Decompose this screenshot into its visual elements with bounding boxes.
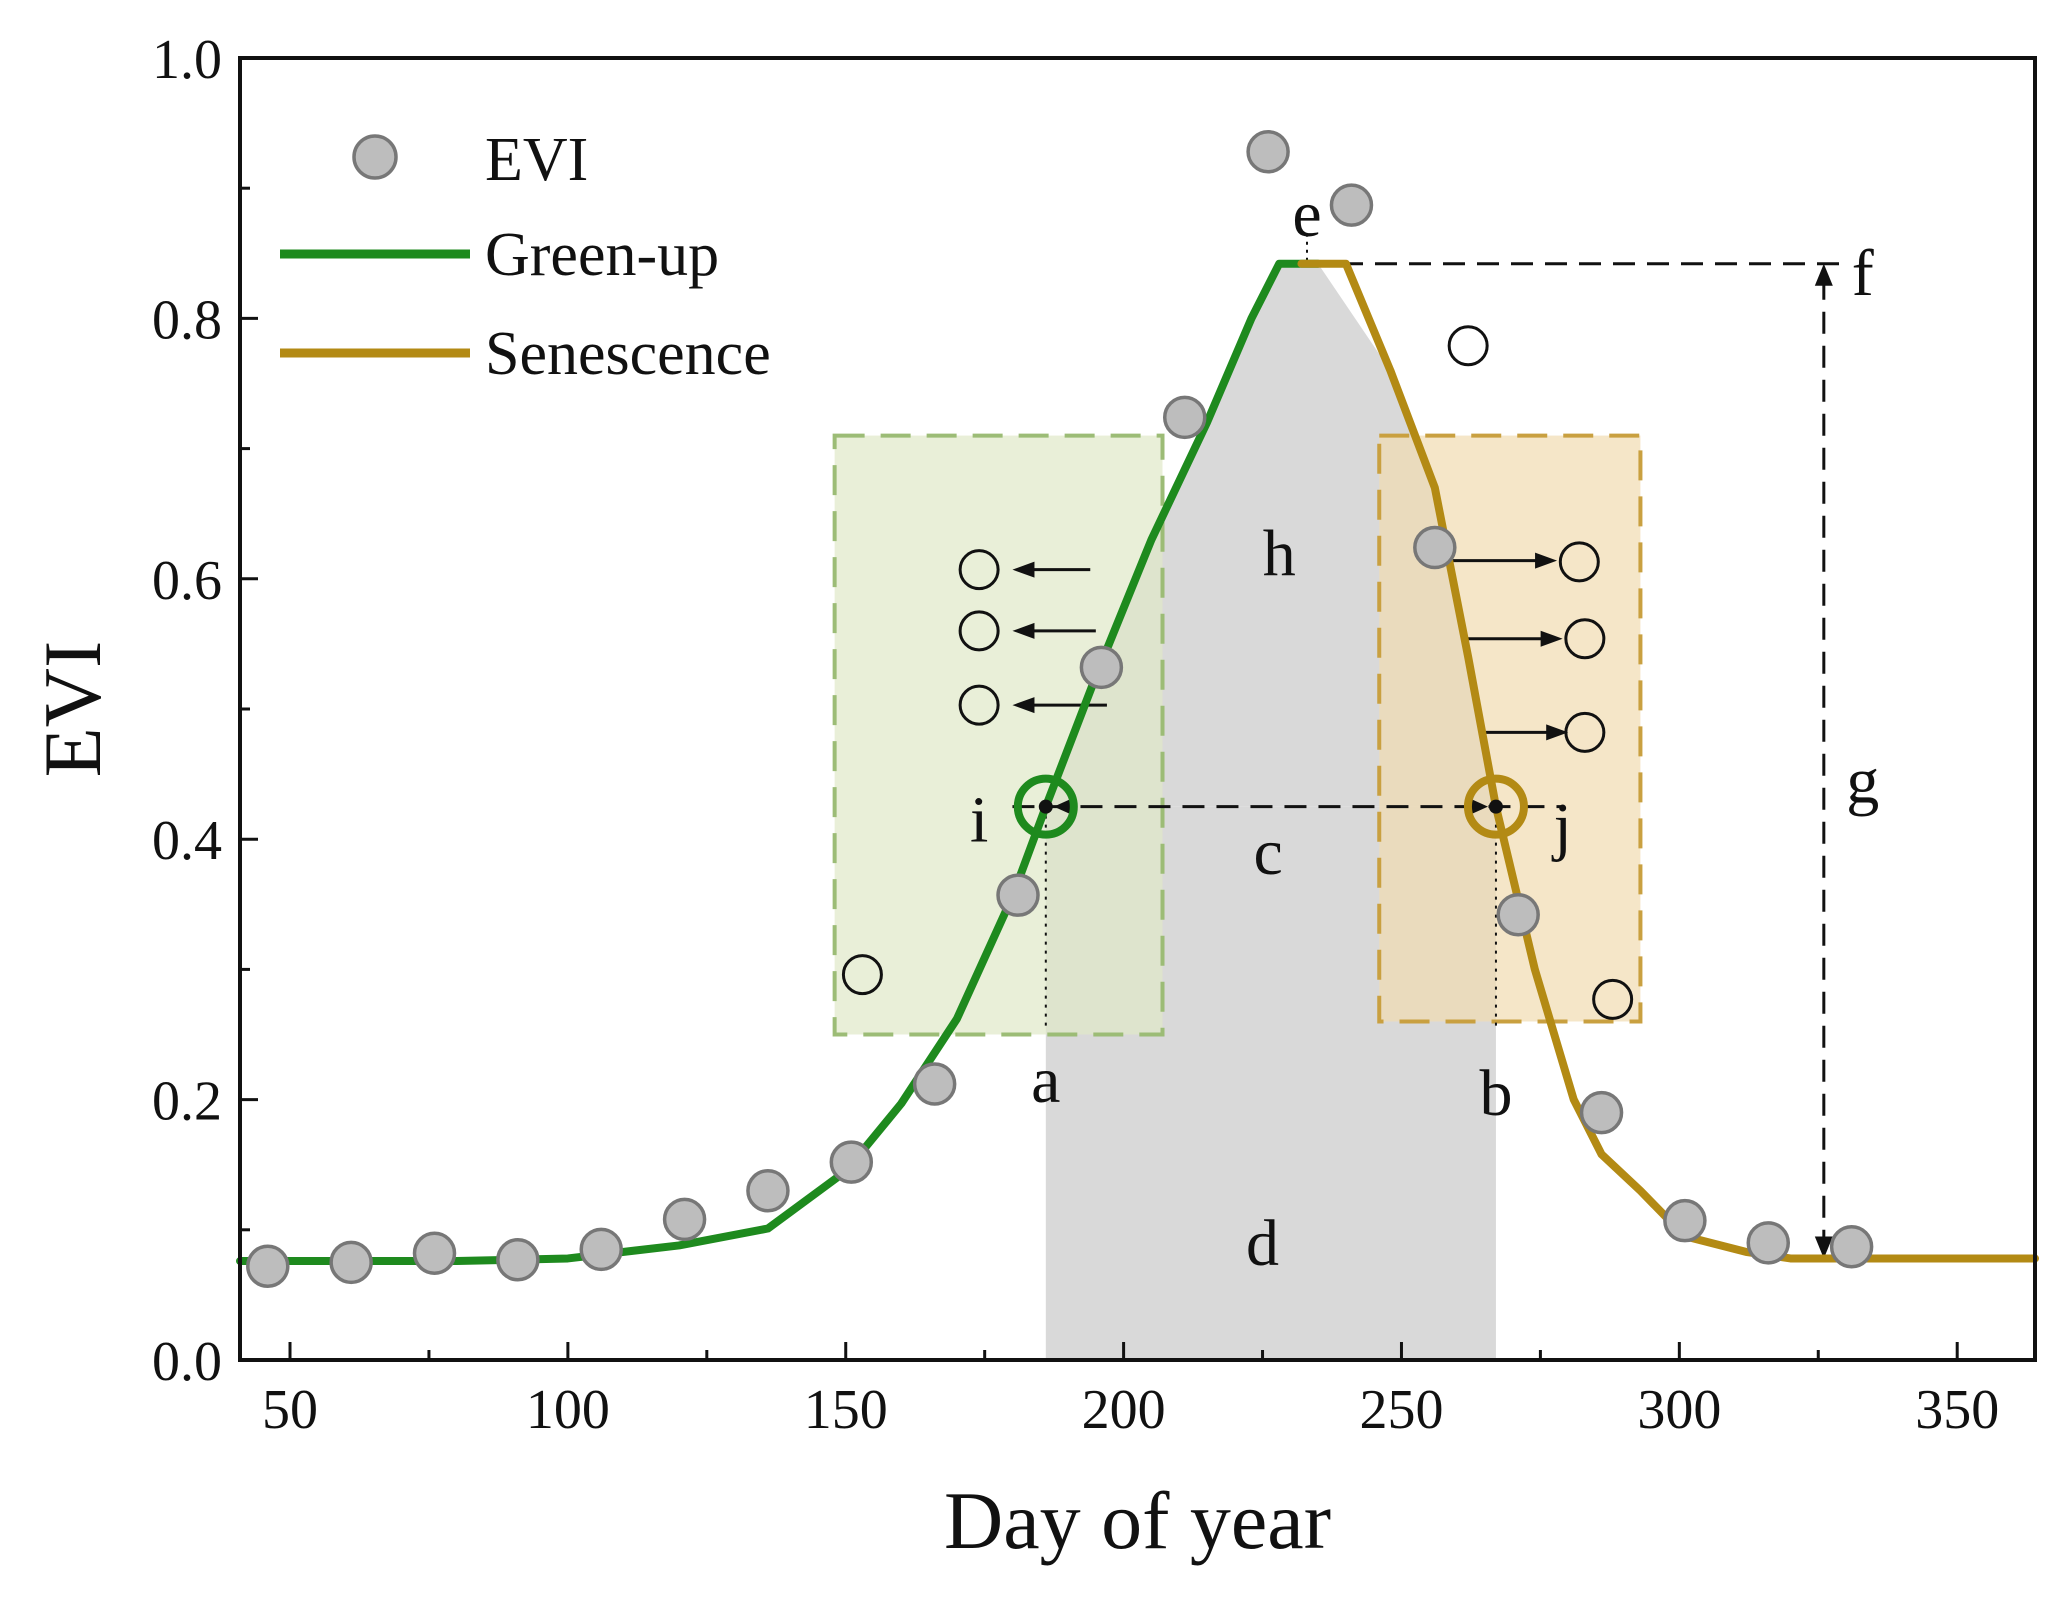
y-tick-label: 0.4 [152, 810, 222, 872]
evi-point [1162, 395, 1207, 440]
evi-point [829, 1140, 874, 1184]
region-layer [832, 263, 1643, 1360]
curve-layer [236, 259, 2039, 1266]
y-tick-label: 0.6 [152, 550, 222, 612]
legend-evi-marker [352, 134, 398, 180]
legend-label-green-up: Green-up [485, 221, 719, 289]
annotation-b: b [1479, 1057, 1512, 1130]
y-tick-label: 0.2 [152, 1071, 222, 1133]
y-axis-title: EVI [27, 641, 118, 778]
legend: EVI Green-up Senescence [280, 126, 771, 388]
marker-layer [246, 129, 1874, 1289]
x-tick-label: 200 [1082, 1379, 1166, 1441]
evi-point [1496, 892, 1540, 937]
legend-label-evi: EVI [485, 126, 588, 194]
highlight-dot [1488, 799, 1503, 814]
annotation-e: e [1292, 178, 1321, 251]
shift-arrowhead [1012, 622, 1035, 639]
x-axis-title: Day of year [944, 1475, 1331, 1566]
evi-point [579, 1227, 623, 1272]
annotation-j: j [1551, 790, 1571, 863]
open-evi-point [958, 684, 1000, 726]
shift-arrowhead [1535, 552, 1558, 569]
open-evi-point [1592, 978, 1634, 1020]
annotation-d: d [1246, 1207, 1279, 1280]
x-tick-label: 250 [1359, 1379, 1443, 1441]
highlight-ring [1013, 774, 1078, 839]
evi-point [246, 1244, 290, 1289]
evi-point [996, 873, 1040, 917]
highlight-dot [1038, 799, 1053, 814]
evi-point [412, 1231, 457, 1275]
open-evi-point [1447, 325, 1489, 367]
evi-point [662, 1197, 707, 1242]
annotation-a: a [1031, 1044, 1060, 1117]
x-tick-label: 350 [1915, 1379, 1999, 1441]
season-length-arrowhead-left [1053, 797, 1074, 816]
evi-point [329, 1240, 373, 1285]
x-tick-label: 150 [804, 1379, 888, 1441]
x-tick-label: 50 [262, 1379, 318, 1441]
green-up-window [832, 433, 1165, 1037]
amplitude-arrowhead-bottom [1814, 1236, 1833, 1259]
open-evi-point [1564, 618, 1606, 660]
legend-label-senescence: Senescence [485, 320, 771, 388]
shift-arrowhead [1540, 630, 1563, 647]
annotation-f: f [1852, 237, 1874, 310]
y-tick-label: 0.8 [152, 289, 222, 351]
axes-layer: 50 100 150 200 250 300 350 0.0 0.2 0.4 0.6 0.8 1.0 Da… [27, 29, 2037, 1566]
evi-point [746, 1168, 790, 1213]
x-tick-label: 100 [526, 1379, 610, 1441]
shift-arrowhead [1012, 561, 1035, 578]
evi-point [496, 1237, 540, 1282]
y-tick-label: 1.0 [152, 29, 222, 91]
highlight-ring [1463, 774, 1528, 839]
evi-point [1079, 645, 1124, 690]
annotation-c: c [1253, 816, 1282, 889]
evi-point [1413, 525, 1457, 570]
evi-point [1663, 1198, 1707, 1243]
green-up-curve [236, 259, 1323, 1266]
annotation-h: h [1263, 517, 1296, 590]
evi-point [1579, 1090, 1624, 1135]
shift-arrowhead [1546, 724, 1569, 741]
open-evi-point [1558, 541, 1600, 583]
evi-point [1246, 129, 1290, 174]
y-tick-label: 0.0 [152, 1331, 222, 1393]
open-evi-point [841, 954, 883, 996]
evi-point [912, 1062, 957, 1106]
annotation-layer: a b c d e f g h i j [970, 178, 1879, 1280]
senescence-curve [1297, 259, 2039, 1263]
guide-layer [1012, 233, 1847, 1259]
annotation-g: g [1846, 745, 1879, 818]
annotation-i: i [970, 784, 988, 857]
evi-point [1829, 1224, 1874, 1269]
open-evi-point [1564, 711, 1606, 753]
x-tick-label: 300 [1637, 1379, 1721, 1441]
amplitude-arrowhead-top [1814, 263, 1833, 286]
season-length-arrowhead-right [1467, 797, 1488, 816]
evi-point [1746, 1221, 1791, 1265]
open-evi-point [958, 549, 1000, 591]
evi-point [1329, 183, 1374, 227]
open-evi-point [958, 610, 1000, 652]
shift-arrowhead [1012, 697, 1035, 714]
